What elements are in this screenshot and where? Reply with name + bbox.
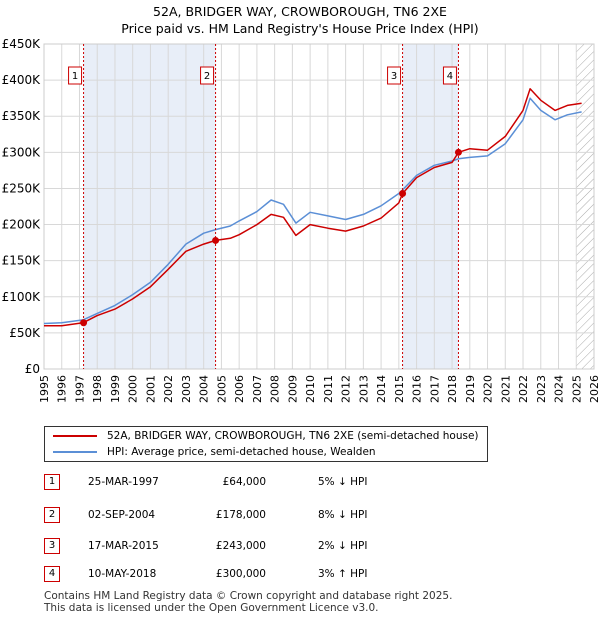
x-tick-label: 2013 (357, 375, 370, 403)
transaction-price: £300,000 (215, 568, 266, 580)
x-tick-label: 2006 (233, 375, 246, 403)
x-tick-label: 2004 (198, 375, 211, 403)
transaction-hpi: 5% ↓ HPI (318, 476, 368, 488)
transaction-date: 02-SEP-2004 (88, 509, 156, 521)
transaction-date: 17-MAR-2015 (88, 540, 159, 552)
transaction-date: 25-MAR-1997 (88, 476, 159, 488)
sale-label: 4 (447, 71, 453, 82)
transaction-marker: 3 (44, 538, 60, 554)
x-tick-label: 1996 (56, 375, 69, 403)
transaction-marker: 1 (44, 474, 60, 490)
transaction-marker: 2 (44, 507, 60, 523)
forecast-hatch (576, 44, 594, 369)
y-tick-label: £400K (2, 73, 42, 87)
x-tick-label: 2022 (517, 375, 530, 403)
x-tick-label: 2018 (446, 375, 459, 403)
y-tick-label: £0 (25, 362, 40, 376)
x-tick-label: 2017 (428, 375, 441, 403)
sale-period-shade (402, 44, 459, 369)
chart-subtitle: Price paid vs. HM Land Registry's House … (121, 21, 479, 36)
chart-title: 52A, BRIDGER WAY, CROWBOROUGH, TN6 2XE (153, 4, 447, 19)
x-tick-label: 2015 (393, 375, 406, 403)
x-tick-label: 2002 (162, 375, 175, 403)
transaction-price: £243,000 (215, 540, 266, 552)
x-tick-label: 2001 (144, 375, 157, 403)
transaction-price: £64,000 (222, 476, 266, 488)
transaction-hpi: 8% ↓ HPI (318, 509, 368, 521)
legend-swatch-red (53, 435, 97, 437)
legend-label-price-paid: 52A, BRIDGER WAY, CROWBOROUGH, TN6 2XE (… (107, 430, 479, 442)
x-tick-label: 1998 (91, 375, 104, 403)
x-tick-label: 2014 (375, 375, 388, 403)
sale-point (399, 190, 407, 197)
x-tick-label: 2023 (535, 375, 548, 403)
transaction-row: 4 10-MAY-2018 £300,000 3% ↑ HPI (0, 566, 600, 586)
sale-point (80, 319, 88, 327)
y-tick-label: £50K (9, 326, 41, 340)
sale-label: 1 (72, 71, 78, 82)
x-tick-label: 2026 (588, 375, 600, 403)
x-tick-label: 2011 (322, 375, 335, 403)
x-tick-label: 1999 (109, 375, 122, 403)
y-tick-label: £250K (2, 181, 42, 195)
hpi-line (43, 97, 582, 325)
x-tick-label: 2005 (215, 375, 228, 403)
transaction-marker: 4 (44, 566, 60, 582)
x-tick-label: 2010 (304, 375, 317, 403)
price-chart: 1 2 3 4 1995 1996 1997 1998 1999 2000 2001 2002 200… (2, 37, 600, 403)
footer: Contains HM Land Registry data © Crown c… (44, 590, 452, 614)
sale-point (212, 236, 220, 244)
sale-label-box (442, 66, 457, 85)
sale-label-box (387, 66, 402, 85)
legend-label-hpi: HPI: Average price, semi-detached house,… (107, 446, 376, 458)
x-tick-label: 1995 (38, 375, 51, 403)
x-tick-label: 2016 (411, 375, 424, 403)
x-tick-label: 2020 (482, 375, 495, 403)
footer-copyright: Contains HM Land Registry data © Crown c… (44, 590, 453, 602)
transaction-date: 10-MAY-2018 (88, 568, 157, 580)
x-tick-label: 2007 (251, 375, 264, 403)
x-tick-label: 2012 (340, 375, 353, 403)
legend-swatch-blue (53, 451, 97, 453)
x-tick-label: 2000 (127, 375, 140, 403)
sale-point (454, 148, 462, 156)
transaction-row: 1 25-MAR-1997 £64,000 5% ↓ HPI (0, 474, 600, 494)
legend-item-hpi: HPI: Average price, semi-detached house,… (53, 446, 376, 458)
sale-label-box (68, 66, 83, 85)
sale-label: 3 (391, 71, 397, 82)
footer-licence: This data is licensed under the Open Gov… (44, 602, 379, 614)
x-tick-label: 2008 (269, 375, 282, 403)
transaction-hpi: 2% ↓ HPI (318, 540, 368, 552)
legend: 52A, BRIDGER WAY, CROWBOROUGH, TN6 2XE (… (44, 426, 488, 462)
x-tick-label: 2003 (180, 375, 193, 403)
sale-period-shade (83, 44, 216, 369)
x-tick-label: 1997 (73, 375, 86, 403)
x-tick-label: 2025 (570, 375, 583, 403)
x-tick-label: 2021 (499, 375, 512, 403)
x-tick-label: 2024 (553, 375, 566, 403)
y-tick-label: £200K (2, 218, 42, 232)
y-tick-label: £300K (2, 145, 42, 159)
y-tick-label: £150K (2, 254, 42, 268)
transaction-row: 3 17-MAR-2015 £243,000 2% ↓ HPI (0, 538, 600, 558)
legend-item-price-paid: 52A, BRIDGER WAY, CROWBOROUGH, TN6 2XE (… (53, 430, 479, 442)
transaction-price: £178,000 (215, 509, 266, 521)
x-tick-label: 2019 (464, 375, 477, 403)
y-tick-label: £450K (2, 37, 42, 51)
transaction-hpi: 3% ↑ HPI (318, 568, 368, 580)
sale-label-box (200, 66, 215, 85)
y-tick-label: £100K (2, 290, 42, 304)
y-tick-label: £350K (2, 109, 42, 123)
sale-label: 2 (204, 71, 210, 82)
plot-border (43, 43, 595, 370)
transaction-row: 2 02-SEP-2004 £178,000 8% ↓ HPI (0, 507, 600, 527)
x-tick-label: 2009 (286, 375, 299, 403)
price-paid-line (44, 88, 582, 327)
